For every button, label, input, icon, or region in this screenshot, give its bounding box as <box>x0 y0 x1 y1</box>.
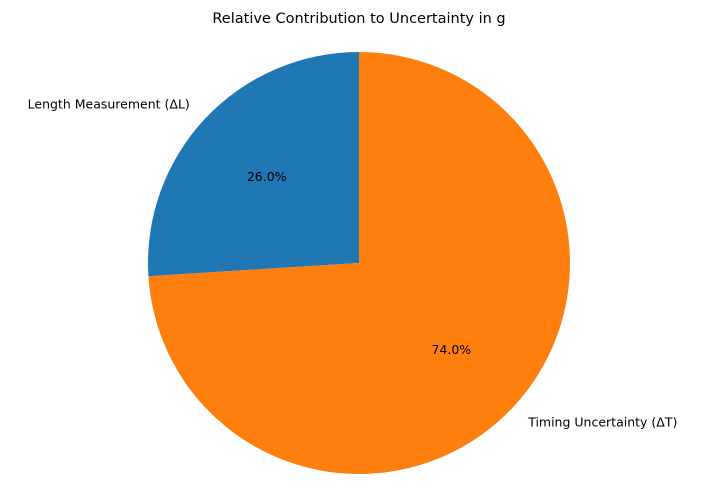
slice-category-label: Timing Uncertainty (ΔT) <box>527 414 677 429</box>
pie-labels: 26.0% Length Measurement (ΔL) 74.0% Timing … <box>28 97 678 430</box>
slice-category-label: Length Measurement (ΔL) <box>28 97 190 112</box>
pie-slices <box>148 51 571 475</box>
slice-percent-label: 74.0% <box>431 342 471 357</box>
slice-percent-label: 26.0% <box>247 169 287 184</box>
pie-slice-2 <box>148 51 571 475</box>
chart-title: Relative Contribution to Uncertainty in … <box>212 11 505 27</box>
pie-slice-1 <box>148 52 359 277</box>
